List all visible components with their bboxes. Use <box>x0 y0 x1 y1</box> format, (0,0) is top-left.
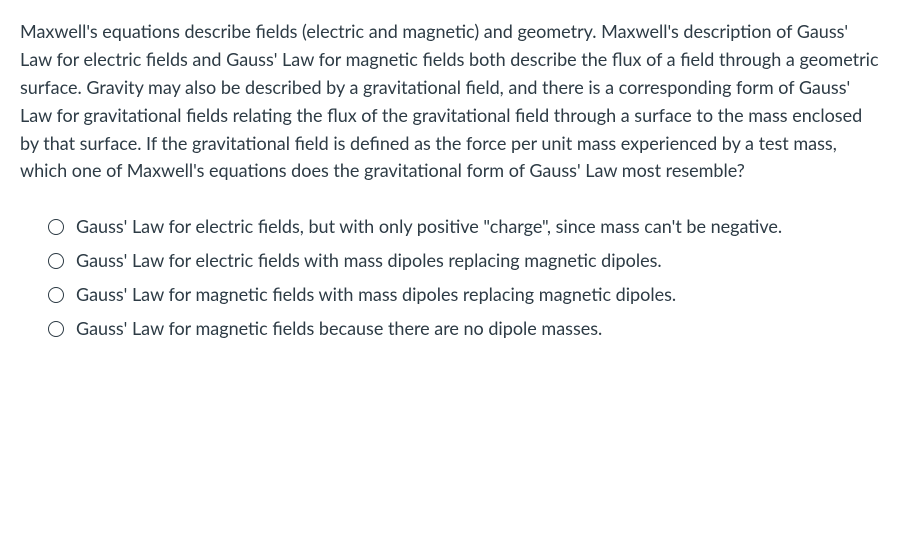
radio-icon[interactable] <box>48 219 64 235</box>
option-label: Gauss' Law for electric fields, but with… <box>76 213 884 241</box>
radio-icon[interactable] <box>48 253 64 269</box>
question-text: Maxwell's equations describe fields (ele… <box>20 18 884 185</box>
option-label: Gauss' Law for magnetic fields with mass… <box>76 281 884 309</box>
radio-icon[interactable] <box>48 321 64 337</box>
option-3[interactable]: Gauss' Law for magnetic fields because t… <box>48 315 884 343</box>
radio-icon[interactable] <box>48 287 64 303</box>
options-group: Gauss' Law for electric fields, but with… <box>20 213 884 343</box>
option-0[interactable]: Gauss' Law for electric fields, but with… <box>48 213 884 241</box>
option-1[interactable]: Gauss' Law for electric fields with mass… <box>48 247 884 275</box>
option-label: Gauss' Law for electric fields with mass… <box>76 247 884 275</box>
option-2[interactable]: Gauss' Law for magnetic fields with mass… <box>48 281 884 309</box>
option-label: Gauss' Law for magnetic fields because t… <box>76 315 884 343</box>
